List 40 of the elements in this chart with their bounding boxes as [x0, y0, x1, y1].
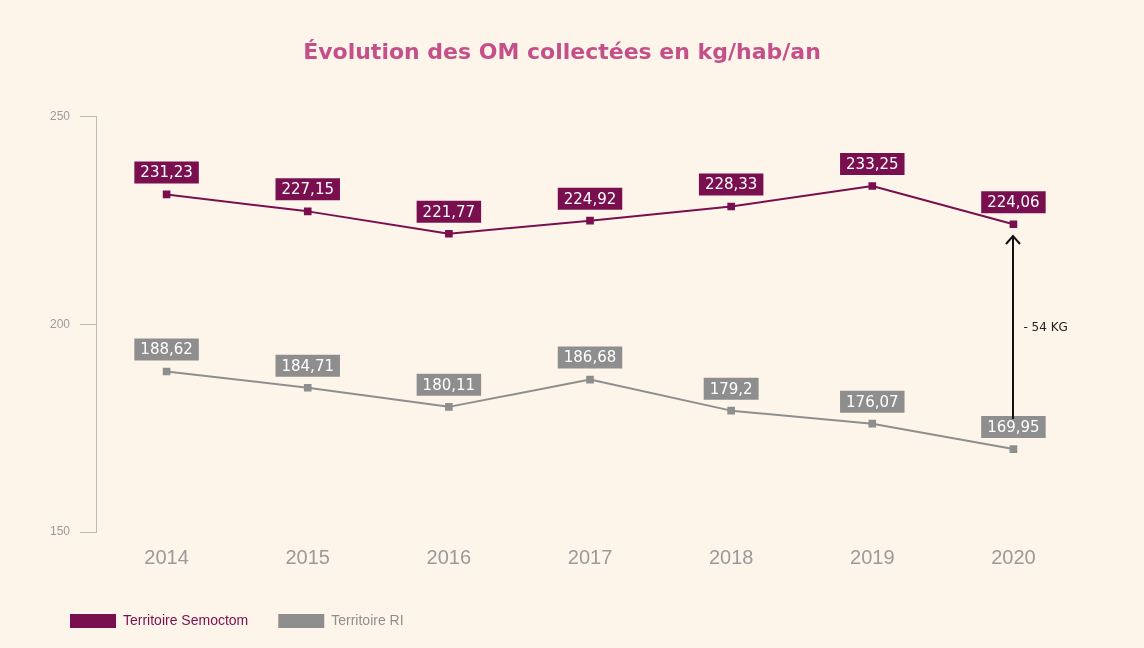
point	[1009, 445, 1018, 453]
x-tick-label: 2014	[144, 545, 189, 568]
y-tick-label: 150	[49, 524, 71, 539]
data-label: 227,15	[281, 180, 334, 199]
data-label: 224,92	[563, 189, 617, 208]
x-tick-label: 2018	[708, 545, 754, 568]
point	[727, 406, 735, 415]
legend-label: Territoire Semoctom	[123, 611, 249, 628]
data-label: 169,95	[987, 417, 1040, 436]
x-tick-label: 2017	[567, 545, 613, 568]
x-tick-label: 2020	[991, 545, 1036, 568]
chart-title: Évolution des OM collectées en kg/hab/an	[303, 38, 821, 64]
x-tick-label: 2015	[285, 545, 330, 568]
point	[868, 419, 877, 428]
data-label: 188,62	[140, 340, 193, 359]
point	[303, 207, 312, 216]
data-label: 233,25	[846, 154, 899, 173]
data-label: 179,2	[709, 379, 753, 398]
point	[445, 229, 453, 238]
data-label: 184,71	[281, 356, 334, 375]
point	[586, 375, 594, 384]
point	[445, 403, 453, 411]
point	[586, 216, 594, 225]
data-label: 176,07	[846, 392, 899, 411]
legend-label: Territoire RI	[331, 611, 404, 628]
y-tick-label: 200	[49, 316, 71, 331]
data-label: 221,77	[422, 202, 476, 221]
point	[868, 182, 877, 190]
x-tick-label: 2016	[426, 545, 472, 568]
point	[727, 202, 735, 211]
y-tick-label: 250	[49, 108, 71, 123]
data-label: 186,68	[563, 348, 617, 367]
x-tick-label: 2019	[850, 545, 895, 568]
data-label: 231,23	[140, 163, 193, 182]
point	[303, 383, 312, 392]
annotation: - 54 KG	[1023, 319, 1068, 334]
point	[1009, 220, 1018, 229]
data-label: 224,06	[987, 193, 1040, 212]
data-label: 228,33	[704, 175, 758, 194]
data-label: 180,11	[422, 375, 476, 394]
